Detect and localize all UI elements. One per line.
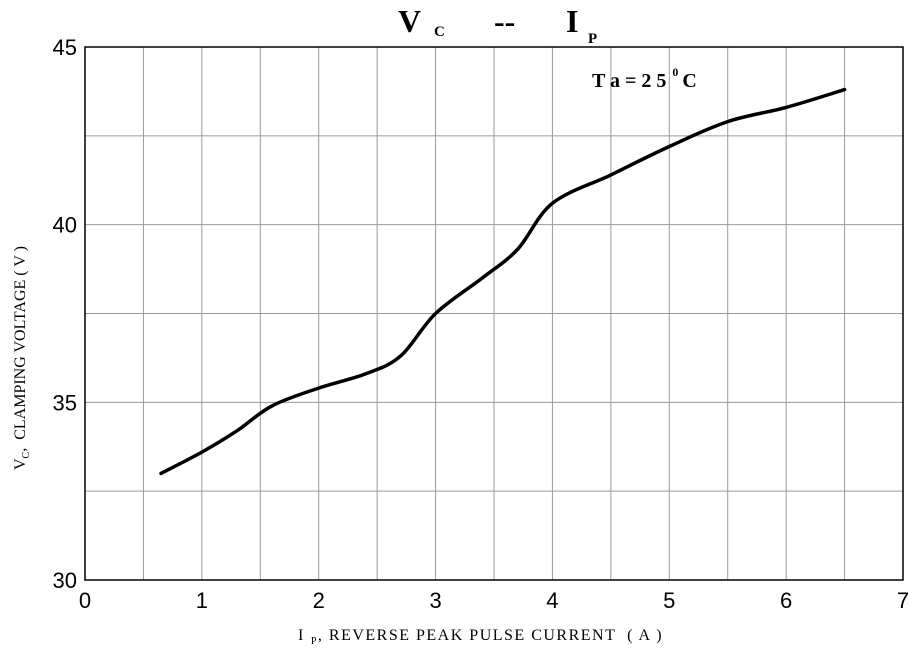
annotation-tail: C [682,70,696,92]
annotation-base: T a = 2 5 [592,70,666,92]
x-tick-label: 2 [313,588,325,613]
x-tick-label: 5 [663,588,675,613]
x-tick-label: 7 [897,588,908,613]
grid-lines [85,47,903,580]
title-sub-1: C [434,24,445,40]
y-tick-label: 35 [53,390,77,415]
x-tick-label: 0 [79,588,91,613]
y-tick-labels: 30 35 40 45 [53,35,77,593]
y-tick-label: 40 [53,213,77,238]
x-tick-label: 3 [429,588,441,613]
y-axis-label-rest: , CLAMPING VOLTAGE ( V ) [12,246,29,452]
series-line [159,87,847,476]
x-tick-label: 6 [780,588,792,613]
y-axis-label-main: V [12,458,29,470]
x-axis-label-rest: , REVERSE PEAK PULSE CURRENT ( A ) [318,627,663,644]
chart-title: V C -- I P [398,3,597,47]
title-main-1: V [398,3,421,39]
x-axis-label: I P, REVERSE PEAK PULSE CURRENT ( A ) [298,627,663,647]
title-sub-2: P [588,31,597,47]
y-tick-label: 30 [53,568,77,593]
annotation-sup: 0 [672,65,678,79]
x-tick-label: 1 [196,588,208,613]
x-tick-label: 4 [546,588,558,613]
x-axis-label-main: I [298,627,305,644]
x-axis-label-sub: P [311,636,318,647]
title-separator: -- [494,3,515,39]
plot-frame [84,46,904,581]
title-main-2: I [566,3,578,39]
x-tick-labels: 0 1 2 3 4 5 6 7 [79,588,908,613]
y-axis-label-sub: C [21,451,32,458]
y-axis-label: VC, CLAMPING VOLTAGE ( V ) [12,246,32,470]
y-tick-label: 45 [53,35,77,60]
